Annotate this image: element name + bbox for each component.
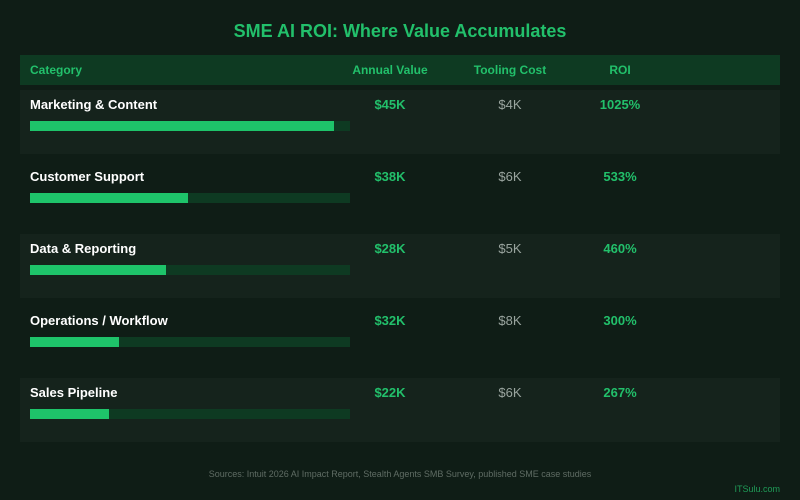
roi-bar — [30, 265, 166, 275]
category-label: Customer Support — [30, 169, 145, 184]
sources-note: Sources: Intuit 2026 AI Impact Report, S… — [208, 469, 592, 479]
header-annual-value: Annual Value — [352, 63, 428, 77]
table-header: Category Annual Value Tooling Cost ROI — [20, 55, 780, 85]
tooling-cost: $6K — [498, 169, 522, 184]
roi-value: 300% — [603, 313, 637, 328]
category-label: Sales Pipeline — [30, 385, 118, 400]
annual-value: $45K — [374, 97, 406, 112]
roi-bar — [30, 409, 109, 419]
roi-value: 460% — [603, 241, 637, 256]
header-tooling-cost: Tooling Cost — [473, 63, 547, 77]
category-label: Operations / Workflow — [30, 313, 168, 328]
roi-bar — [30, 193, 188, 203]
bar-track — [30, 121, 350, 131]
annual-value: $32K — [374, 313, 406, 328]
chart-title: SME AI ROI: Where Value Accumulates — [233, 21, 567, 41]
tooling-cost: $6K — [498, 385, 522, 400]
bar-track — [30, 337, 350, 347]
bar-track — [30, 409, 350, 419]
category-label: Marketing & Content — [30, 97, 158, 112]
table-row: Data & Reporting $28K $5K 460% — [20, 234, 780, 298]
table-row: Customer Support $38K $6K 533% — [20, 162, 780, 226]
category-label: Data & Reporting — [30, 241, 137, 256]
table-row: Operations / Workflow $32K $8K 300% — [20, 306, 780, 370]
roi-value: 533% — [603, 169, 637, 184]
table-body: Marketing & Content $45K $4K 1025% Customer … — [20, 90, 780, 450]
roi-value: 267% — [603, 385, 637, 400]
tooling-cost: $4K — [498, 97, 522, 112]
header-roi: ROI — [609, 63, 631, 77]
tooling-cost: $5K — [498, 241, 522, 256]
annual-value: $22K — [374, 385, 406, 400]
table-row: Marketing & Content $45K $4K 1025% — [20, 90, 780, 154]
header-category: Category — [30, 63, 83, 77]
table-row: Sales Pipeline $22K $6K 267% — [20, 378, 780, 442]
roi-bar — [30, 337, 119, 347]
tooling-cost: $8K — [498, 313, 522, 328]
bar-track — [30, 193, 350, 203]
annual-value: $28K — [374, 241, 406, 256]
roi-value: 1025% — [599, 97, 641, 112]
annual-value: $38K — [374, 169, 406, 184]
roi-bar — [30, 121, 334, 131]
bar-track — [30, 265, 350, 275]
brand-watermark: ITSulu.com — [734, 484, 780, 494]
